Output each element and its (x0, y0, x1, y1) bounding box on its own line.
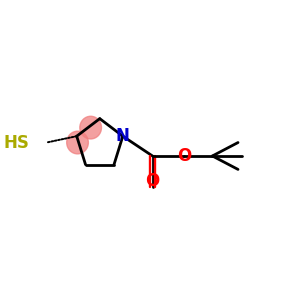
Text: HS: HS (4, 134, 29, 152)
Text: O: O (146, 172, 160, 190)
Text: O: O (177, 147, 191, 165)
Circle shape (67, 131, 88, 154)
Circle shape (80, 116, 101, 139)
Text: N: N (116, 127, 130, 145)
